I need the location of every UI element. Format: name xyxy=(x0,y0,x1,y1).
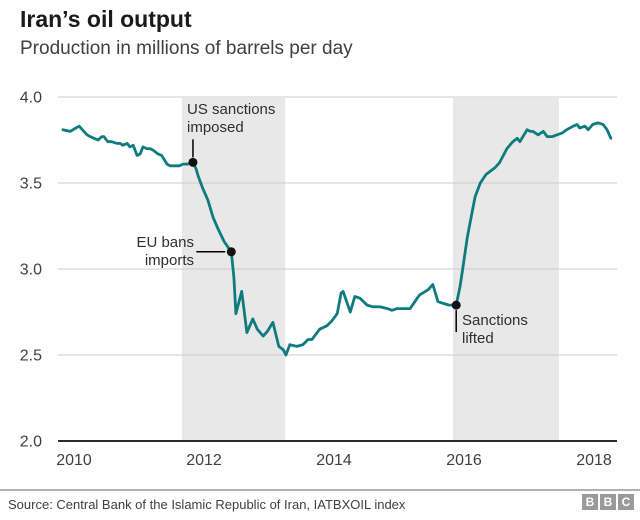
x-axis-tick-label: 2018 xyxy=(576,452,612,469)
x-axis-tick-label: 2010 xyxy=(56,452,92,469)
annotation-eu-bans: EU bans imports xyxy=(104,234,194,270)
y-axis-tick-label: 4.0 xyxy=(20,90,42,107)
line-chart: 4.0 3.5 3.0 2.5 2.0 2010 2012 2014 2016 2018 xyxy=(20,90,617,469)
annotation-line: US sanctions xyxy=(187,101,276,118)
bbc-logo-letter: C xyxy=(618,494,634,510)
chart-subtitle: Production in millions of barrels per da… xyxy=(20,38,353,59)
source-credit: Source: Central Bank of the Islamic Repu… xyxy=(8,497,406,512)
x-axis-tick-label: 2016 xyxy=(446,452,482,469)
x-axis-tick-label: 2014 xyxy=(316,452,352,469)
annotation-line: imposed xyxy=(187,119,244,136)
annotation-line: imports xyxy=(144,252,194,269)
annotation-dot xyxy=(226,247,236,257)
annotation-dot xyxy=(188,157,198,167)
x-axis-tick-label: 2012 xyxy=(186,452,222,469)
y-axis-tick-label: 3.5 xyxy=(20,176,42,193)
bbc-logo: B B C xyxy=(582,494,634,510)
bbc-logo-letter: B xyxy=(582,494,598,510)
y-axis-tick-label: 2.5 xyxy=(20,348,42,365)
production-line xyxy=(61,121,613,357)
annotation-us-sanctions: US sanctions imposed xyxy=(187,101,275,137)
y-axis-tick-label: 3.0 xyxy=(20,262,42,279)
bbc-logo-letter: B xyxy=(600,494,616,510)
annotation-line: Sanctions xyxy=(462,312,528,329)
annotation-line: lifted xyxy=(462,330,494,347)
annotation-dot xyxy=(451,300,461,310)
chart-title: Iran’s oil output xyxy=(20,6,192,32)
annotation-line: EU bans xyxy=(136,234,194,251)
y-axis-tick-label: 2.0 xyxy=(20,434,42,451)
footer-divider xyxy=(0,489,640,491)
annotation-sanctions-lifted: Sanctions lifted xyxy=(462,312,528,348)
